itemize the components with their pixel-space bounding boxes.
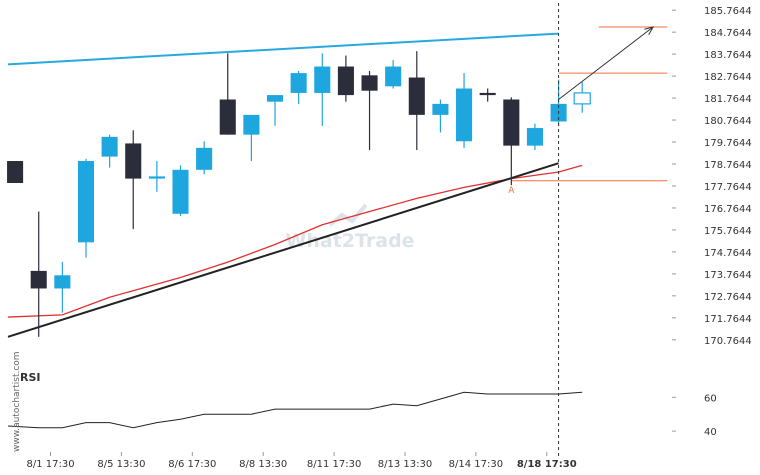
candle-body (77, 161, 95, 243)
candle-body (196, 147, 213, 170)
vertical-credit: www.autochartist.com (12, 351, 22, 452)
candle-body (337, 66, 354, 96)
candle-body (54, 275, 71, 289)
x-tick-label: 8/6 17:30 (168, 459, 216, 470)
x-tick-label: 8/11 17:30 (307, 459, 361, 470)
projection-arrow (558, 26, 654, 100)
candle-body (290, 73, 307, 93)
y-tick-label: 171.7644 (704, 314, 752, 325)
y-tick-label: 179.7644 (704, 138, 752, 149)
y-tick-label: 175.7644 (704, 226, 752, 237)
x-tick-label: 8/5 13:30 (97, 459, 145, 470)
rsi-title: RSI (20, 371, 41, 384)
y-tick-label: 178.7644 (704, 160, 752, 171)
candle-body (385, 66, 402, 87)
y-tick-label: 170.7644 (704, 336, 752, 347)
candle-body (266, 95, 284, 102)
rsi-tick-label: 40 (704, 427, 717, 438)
x-tick-label: 8/1 17:30 (26, 459, 74, 470)
candle-body (432, 103, 449, 115)
y-axis: 185.7644 184.7644 183.7644 182.7644 181.7644… (672, 6, 752, 347)
candle-body (408, 77, 425, 115)
price-panel: A (7, 3, 668, 458)
watermark-icon (328, 203, 368, 227)
support-line (7, 162, 559, 338)
y-tick-label: 183.7644 (704, 50, 752, 61)
projected-candle (573, 92, 591, 105)
candle-body (456, 88, 473, 142)
y-tick-label: 180.7644 (704, 116, 752, 127)
candle-body (125, 143, 142, 179)
candle-body (30, 270, 47, 289)
candle-body (219, 99, 236, 135)
y-tick-label: 172.7644 (704, 292, 752, 303)
x-tick-label: 8/13 13:30 (378, 459, 432, 470)
projection-arrow-head (644, 26, 655, 36)
point-a-label: A (508, 186, 515, 196)
x-tick-label: 8/14 17:30 (449, 459, 503, 470)
candle-body (361, 75, 378, 91)
candle-body (526, 128, 543, 146)
x-tick-label: 8/8 13:30 (239, 459, 287, 470)
y-tick-label: 185.7644 (704, 6, 752, 17)
x-tick-label: 8/18 17:30 (517, 459, 577, 470)
y-tick-label: 181.7644 (704, 94, 752, 105)
rsi-panel: RSI 60 40 (7, 371, 717, 438)
y-tick-label: 182.7644 (704, 72, 752, 83)
y-tick-label: 184.7644 (704, 28, 752, 39)
candle-body (314, 66, 331, 93)
rsi-line (7, 391, 583, 429)
resistance-line (7, 32, 559, 66)
y-tick-label: 174.7644 (704, 248, 752, 259)
rsi-tick-label: 60 (704, 393, 717, 404)
candle-body (7, 161, 24, 183)
y-tick-label: 176.7644 (704, 204, 752, 215)
watermark-brand: What2Trade (285, 230, 414, 252)
candle-body (172, 169, 189, 214)
candle-body (101, 136, 118, 157)
candle-body (243, 114, 260, 135)
y-tick-label: 177.7644 (704, 182, 752, 193)
candle-body (503, 99, 520, 146)
candle-body (479, 92, 496, 96)
candle-body (148, 176, 165, 179)
x-axis: 8/1 17:30 8/5 13:30 8/6 17:30 8/8 13:30 8/11… (26, 452, 577, 470)
y-tick-label: 173.7644 (704, 270, 752, 281)
